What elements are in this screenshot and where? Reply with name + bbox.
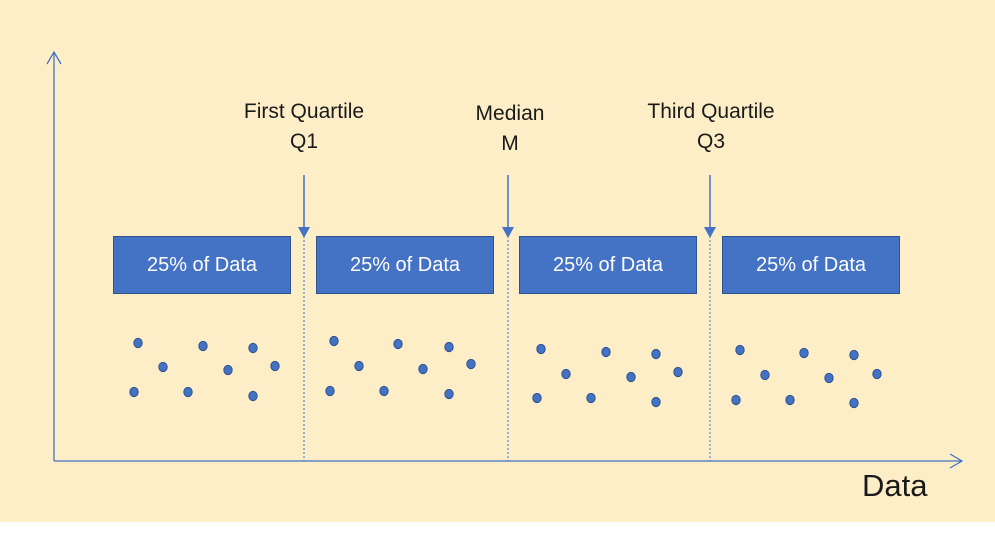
- segment-box-1: 25% of Data: [113, 236, 291, 294]
- data-point: [735, 344, 745, 356]
- data-point: [129, 386, 139, 398]
- data-point: [601, 346, 611, 358]
- segment-box-2: 25% of Data: [316, 236, 494, 294]
- data-point: [536, 343, 546, 355]
- median-label-symbol: M: [501, 132, 519, 155]
- q1-label-symbol: Q1: [289, 130, 318, 153]
- data-point: [561, 368, 571, 380]
- data-point: [158, 361, 168, 373]
- data-point: [466, 358, 476, 370]
- segment-box-3: 25% of Data: [519, 236, 697, 294]
- data-point: [444, 341, 454, 353]
- q1-label: First Quartile Q1: [234, 97, 374, 157]
- data-point: [270, 360, 280, 372]
- data-point: [325, 385, 335, 397]
- data-point: [872, 368, 882, 380]
- data-point: [223, 364, 233, 376]
- data-points: [129, 335, 882, 409]
- data-point: [849, 349, 859, 361]
- q1-arrowhead: [298, 227, 310, 238]
- data-point: [824, 372, 834, 384]
- data-point: [760, 369, 770, 381]
- data-point: [731, 394, 741, 406]
- data-point: [198, 340, 208, 352]
- q3-label: Third Quartile Q3: [636, 97, 786, 157]
- data-point: [444, 388, 454, 400]
- data-point: [379, 385, 389, 397]
- median-label-name: Median: [475, 102, 545, 125]
- data-point: [248, 342, 258, 354]
- data-point: [329, 335, 339, 347]
- data-point: [354, 360, 364, 372]
- data-point: [532, 392, 542, 404]
- q3-arrowhead: [704, 227, 716, 238]
- data-point: [673, 366, 683, 378]
- data-point: [785, 394, 795, 406]
- x-axis-arrowhead: [949, 453, 964, 469]
- median-label: Median M: [455, 99, 565, 159]
- data-point: [799, 347, 809, 359]
- data-point: [418, 363, 428, 375]
- q3-label-symbol: Q3: [696, 130, 725, 153]
- data-point: [586, 392, 596, 404]
- data-point: [849, 397, 859, 409]
- data-point: [393, 338, 403, 350]
- data-point: [651, 348, 661, 360]
- x-axis-title: Data: [862, 468, 928, 503]
- data-point: [183, 386, 193, 398]
- data-point: [248, 390, 258, 402]
- y-axis-arrowhead: [46, 50, 62, 65]
- q3-label-name: Third Quartile: [647, 100, 775, 123]
- median-arrowhead: [502, 227, 514, 238]
- segment-box-4: 25% of Data: [722, 236, 900, 294]
- data-point: [133, 337, 143, 349]
- data-point: [626, 371, 636, 383]
- q1-label-name: First Quartile: [243, 100, 365, 123]
- data-point: [651, 396, 661, 408]
